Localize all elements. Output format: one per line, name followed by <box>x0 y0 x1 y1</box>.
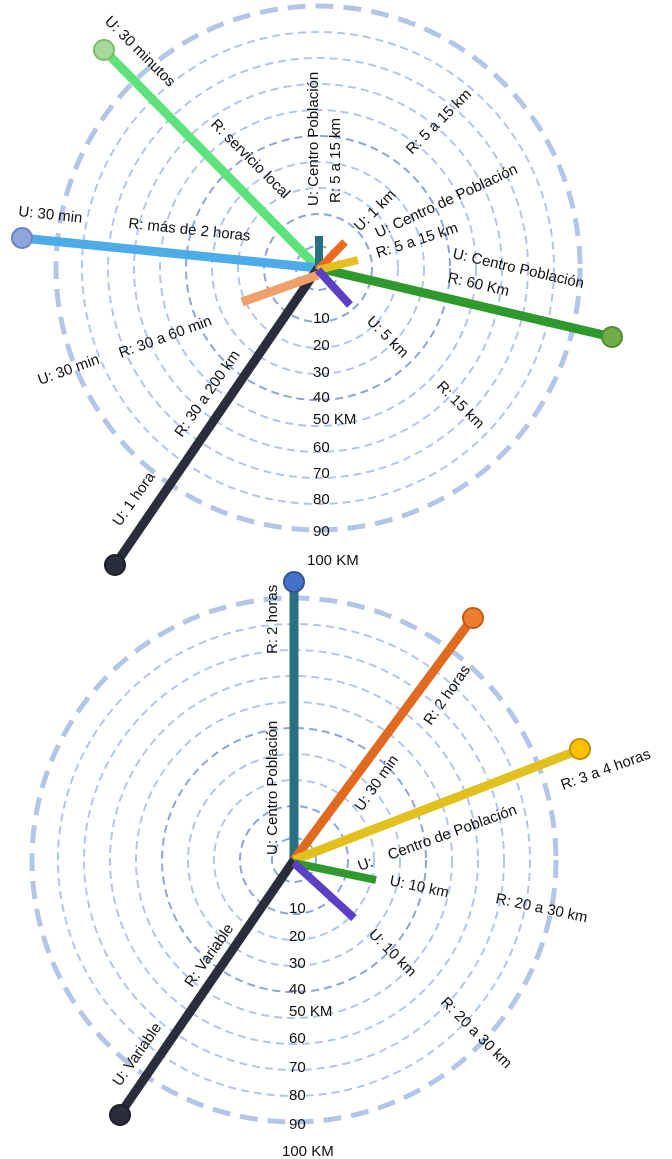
bottom-spoke-navy <box>116 857 298 1117</box>
bottom-scale-labels: 10 20 30 40 50 KM 60 70 80 90 100 KM <box>282 900 334 1159</box>
top-label-u-5-km: U: 5 km <box>363 313 412 362</box>
bottom-label-u-10-km-diagonal: U: 10 km <box>365 926 419 980</box>
top-scale-20: 20 <box>313 337 330 354</box>
bottom-dot-blue <box>283 571 305 593</box>
top-label-u-30-min-lower: U: 30 min <box>36 351 102 389</box>
bottom-ring-50 <box>161 727 427 993</box>
bottom-label-r-2-horas-vertical: R: 2 horas <box>264 585 281 654</box>
bottom-label-u-10-km-right: U: 10 km <box>388 872 450 901</box>
top-ring-20 <box>263 213 373 323</box>
top-dot-green-light <box>93 39 115 61</box>
bottom-dot-orange <box>462 607 484 629</box>
bottom-scale-80: 80 <box>289 1087 306 1104</box>
top-scale-50: 50 KM <box>313 411 356 428</box>
bottom-label-r-20-a-30-km-right: R: 20 a 30 km <box>494 890 589 926</box>
bottom-label-centro-de-poblacion: Centro de Población <box>386 801 520 863</box>
top-label-u-centro-poblacion-vertical: U: Centro Población <box>305 72 322 206</box>
bottom-scale-100: 100 KM <box>282 1143 334 1159</box>
bottom-scale-40: 40 <box>289 981 306 998</box>
bottom-radial-diagram: 10 20 30 40 50 KM 60 70 80 90 100 KM R: … <box>29 571 653 1159</box>
top-scale-80: 80 <box>313 491 330 508</box>
top-scale-100: 100 KM <box>307 552 359 569</box>
top-ring-80 <box>107 57 529 479</box>
bottom-scale-10: 10 <box>289 900 306 917</box>
bottom-spoke-orange <box>290 616 476 863</box>
bottom-spoke-green <box>293 859 377 884</box>
bottom-label-r-20-a-30-km-diagonal: R: 20 a 30 km <box>437 994 515 1072</box>
top-dot-navy <box>104 554 126 576</box>
bottom-spoke-purple <box>291 860 357 921</box>
bottom-dot-yellow <box>569 738 591 760</box>
top-scale-70: 70 <box>313 465 330 482</box>
bottom-scale-60: 60 <box>289 1030 306 1047</box>
top-scale-10: 10 <box>313 310 330 327</box>
top-ring-30 <box>237 187 399 349</box>
top-label-u-1-hora: U: 1 hora <box>109 468 159 529</box>
bottom-spokes <box>116 584 581 1117</box>
top-spoke-navy <box>111 265 322 568</box>
top-ring-50 <box>185 135 451 401</box>
top-ring-60 <box>159 109 477 427</box>
bottom-scale-30: 30 <box>289 955 306 972</box>
top-label-r-servicio-local: R: servicio local <box>207 116 293 202</box>
top-label-r-15-km: R: 15 km <box>433 378 487 432</box>
top-ring-70 <box>133 83 503 453</box>
top-label-r-5-a-15-km-vertical: R: 5 a 15 km <box>327 118 344 203</box>
top-dot-blue <box>11 227 33 249</box>
top-dot-green-dark <box>601 326 623 348</box>
top-spoke-blue <box>21 233 319 273</box>
top-label-r-30-a-60-min: R: 30 a 60 min <box>117 312 214 361</box>
top-scale-30: 30 <box>313 364 330 381</box>
bottom-label-u-centro-poblacion-vertical: U: Centro Población <box>264 721 281 855</box>
top-spoke-green-light <box>100 46 322 272</box>
top-scale-labels: 10 20 30 40 50 KM 60 70 80 90 100 KM <box>307 310 359 569</box>
top-ring-40 <box>211 161 425 375</box>
bottom-dot-navy <box>109 1104 131 1126</box>
top-scale-40: 40 <box>313 389 330 406</box>
top-spokes <box>21 46 614 568</box>
top-spoke-purple <box>315 267 353 308</box>
top-spoke-green-dark <box>316 263 614 342</box>
bottom-ring-30 <box>213 779 375 941</box>
bottom-spoke-yellow <box>292 745 581 865</box>
bottom-label-u-30-min: U: 30 min <box>351 752 402 814</box>
top-ring-100 <box>53 3 583 533</box>
bottom-scale-70: 70 <box>289 1059 306 1076</box>
bottom-scale-90: 90 <box>289 1116 306 1133</box>
top-label-u-30-min: U: 30 min <box>18 203 84 227</box>
bottom-scale-50: 50 KM <box>289 1003 332 1020</box>
bottom-ring-10 <box>271 837 317 883</box>
top-scale-60: 60 <box>313 439 330 456</box>
bottom-label-u-prefix: U: <box>356 854 376 875</box>
top-spoke-yellow <box>317 256 359 274</box>
top-radial-diagram: 10 20 30 40 50 KM 60 70 80 90 100 KM U: … <box>11 3 623 576</box>
top-spoke-peach <box>240 270 320 307</box>
top-distance-rings <box>53 3 583 533</box>
bottom-scale-20: 20 <box>289 928 306 945</box>
bottom-ring-70 <box>109 675 479 1045</box>
top-ring-90 <box>81 31 555 505</box>
top-scale-90: 90 <box>313 523 330 540</box>
